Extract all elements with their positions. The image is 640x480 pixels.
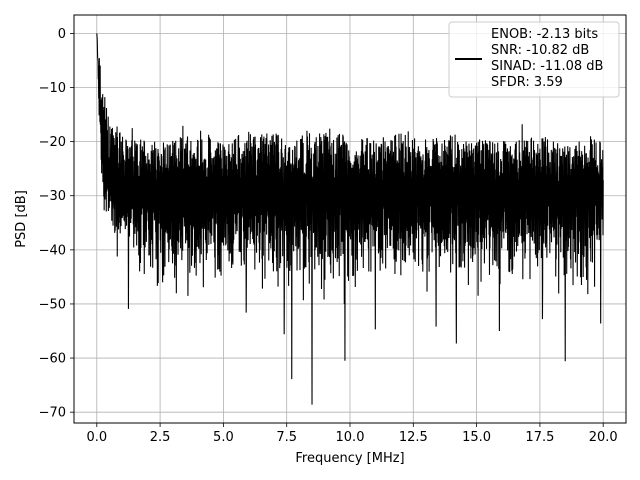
legend-sinad: SINAD: -11.08 dB [491, 59, 603, 74]
y-tick-label: 0 [58, 27, 66, 42]
x-tick-label: 12.5 [399, 430, 428, 445]
legend: ENOB: -2.13 bits SNR: -10.82 dB SINAD: -… [448, 21, 620, 98]
legend-sfdr: SFDR: 3.59 [491, 75, 563, 90]
x-axis-ticks: 0.0 2.5 5.0 7.5 10.0 12.5 15.0 17.5 20.0 [86, 423, 618, 445]
psd-series [96, 33, 604, 405]
x-tick-label: 7.5 [276, 430, 297, 445]
y-tick-label: −10 [39, 81, 66, 96]
y-axis-ticks: 0 −10 −20 −30 −40 −50 −60 −70 [39, 27, 74, 421]
psd-line [96, 33, 604, 405]
legend-snr: SNR: -10.82 dB [491, 43, 589, 58]
legend-enob: ENOB: -2.13 bits [491, 27, 598, 42]
x-tick-label: 17.5 [525, 430, 554, 445]
y-tick-label: −40 [39, 243, 66, 258]
y-tick-label: −30 [39, 189, 66, 204]
y-tick-label: −20 [39, 135, 66, 150]
legend-box [448, 21, 620, 98]
x-tick-label: 15.0 [462, 430, 491, 445]
x-tick-label: 5.0 [213, 430, 234, 445]
x-axis-label: Frequency [MHz] [295, 451, 404, 466]
y-tick-label: −50 [39, 297, 66, 312]
x-tick-label: 0.0 [86, 430, 107, 445]
y-tick-label: −70 [39, 406, 66, 421]
x-tick-label: 2.5 [150, 430, 171, 445]
x-tick-label: 20.0 [589, 430, 618, 445]
y-axis-label: PSD [dB] [14, 190, 29, 248]
y-tick-label: −60 [39, 352, 66, 367]
x-tick-label: 10.0 [336, 430, 365, 445]
